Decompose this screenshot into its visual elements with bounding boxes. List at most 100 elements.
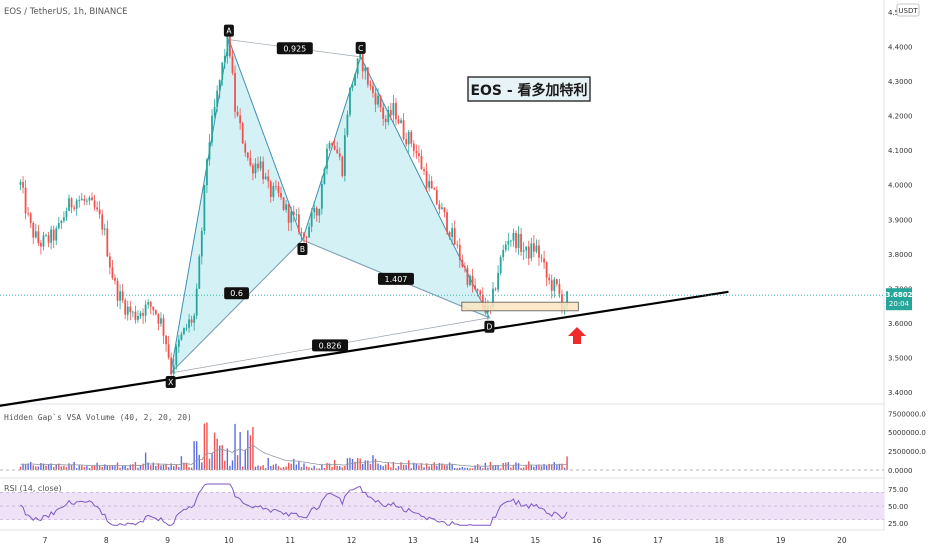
annotation-title: EOS - 看多加特利: [470, 82, 587, 99]
candle: [469, 273, 471, 287]
pattern-point-x[interactable]: X: [165, 376, 176, 388]
volume-bar: [83, 467, 86, 470]
candle: [239, 108, 242, 130]
volume-bar: [359, 458, 361, 470]
candle: [42, 231, 45, 251]
volume-bar: [402, 464, 405, 470]
candle: [379, 94, 382, 113]
candle: [520, 228, 522, 256]
candle: [154, 309, 157, 316]
symbol-title: EOS / TetherUS, 1h, BINANCE: [4, 7, 128, 17]
volume-bar: [219, 445, 221, 470]
candle: [195, 283, 198, 320]
volume-bar: [446, 465, 448, 470]
time-tick: 8: [104, 536, 109, 545]
volume-bar: [252, 426, 254, 470]
volume-bar: [211, 453, 213, 470]
volume-bar: [86, 466, 88, 470]
support-trendline[interactable]: [0, 290, 729, 409]
volume-bar: [507, 462, 510, 470]
candle: [377, 88, 379, 108]
volume-bar: [420, 463, 423, 470]
volume-bar: [354, 461, 356, 470]
volume-bar: [75, 468, 78, 470]
volume-bar: [499, 468, 502, 470]
candle: [351, 82, 354, 92]
candle: [364, 64, 367, 80]
candle: [37, 224, 40, 247]
volume-bar: [73, 461, 75, 470]
volume-bar: [70, 464, 73, 470]
volume-bar: [318, 468, 321, 470]
volume-bar: [137, 467, 139, 470]
candle: [121, 283, 124, 303]
currency-badge[interactable]: USDT: [896, 3, 920, 17]
volume-bar: [162, 464, 165, 470]
candle: [389, 102, 392, 121]
candle: [451, 223, 454, 245]
volume-bar: [116, 462, 119, 470]
candle: [177, 335, 180, 353]
candle: [343, 128, 346, 182]
pattern-point-d[interactable]: D: [484, 320, 495, 333]
volume-bar: [45, 465, 47, 470]
candle: [137, 310, 139, 323]
volume-bar: [533, 466, 535, 470]
candle: [474, 278, 477, 291]
candle: [405, 132, 408, 147]
candle: [262, 156, 265, 185]
pattern-point-a[interactable]: A: [223, 24, 234, 37]
volume-bar: [418, 465, 420, 470]
volume-bar: [333, 460, 336, 470]
volume-bar: [275, 463, 277, 470]
volume-bar: [464, 467, 466, 470]
volume-bar: [520, 468, 522, 470]
candle: [157, 313, 160, 331]
volume-bar: [155, 465, 157, 470]
candle: [423, 167, 425, 175]
volume-bar: [170, 463, 172, 470]
candle: [65, 207, 68, 221]
annotation-box[interactable]: EOS - 看多加特利: [467, 76, 591, 102]
price-tick: 3.4000: [888, 389, 913, 397]
ratio-label: 1.407: [377, 272, 414, 285]
volume-bar: [305, 466, 308, 470]
volume-bar: [27, 463, 29, 470]
candle: [502, 244, 505, 261]
candle: [252, 163, 254, 181]
support-zone[interactable]: [461, 301, 579, 312]
pattern-point-b[interactable]: B: [297, 243, 308, 255]
candle: [320, 176, 323, 215]
volume-bar: [397, 466, 400, 470]
pattern-point-c[interactable]: C: [355, 41, 366, 54]
volume-bar: [129, 464, 132, 470]
volume-bar: [341, 467, 344, 470]
volume-bar: [178, 467, 180, 470]
candle: [438, 200, 441, 215]
volume-bar: [29, 461, 32, 470]
candle: [213, 99, 216, 119]
volume-axis: 7500000.0 5000000.0 2500000.0 0.0000: [888, 410, 926, 475]
volume-bar: [382, 466, 384, 470]
volume-bar: [239, 432, 241, 470]
candle: [354, 73, 356, 86]
candle: [338, 147, 341, 161]
candle: [254, 158, 257, 179]
candle: [259, 156, 262, 172]
volume-bar: [60, 466, 63, 470]
candle: [543, 250, 545, 269]
candle: [504, 240, 507, 253]
volume-bar: [42, 463, 45, 470]
volume-bar: [517, 463, 520, 470]
volume-bar: [423, 467, 425, 470]
candle: [208, 133, 211, 166]
volume-bar: [229, 465, 231, 470]
volume-bar: [93, 465, 96, 470]
volume-bar: [461, 466, 464, 470]
volume-bar: [173, 466, 175, 470]
volume-bar: [22, 463, 24, 470]
candle: [280, 186, 282, 200]
svg-text:C: C: [358, 44, 363, 53]
volume-bar: [55, 464, 57, 470]
